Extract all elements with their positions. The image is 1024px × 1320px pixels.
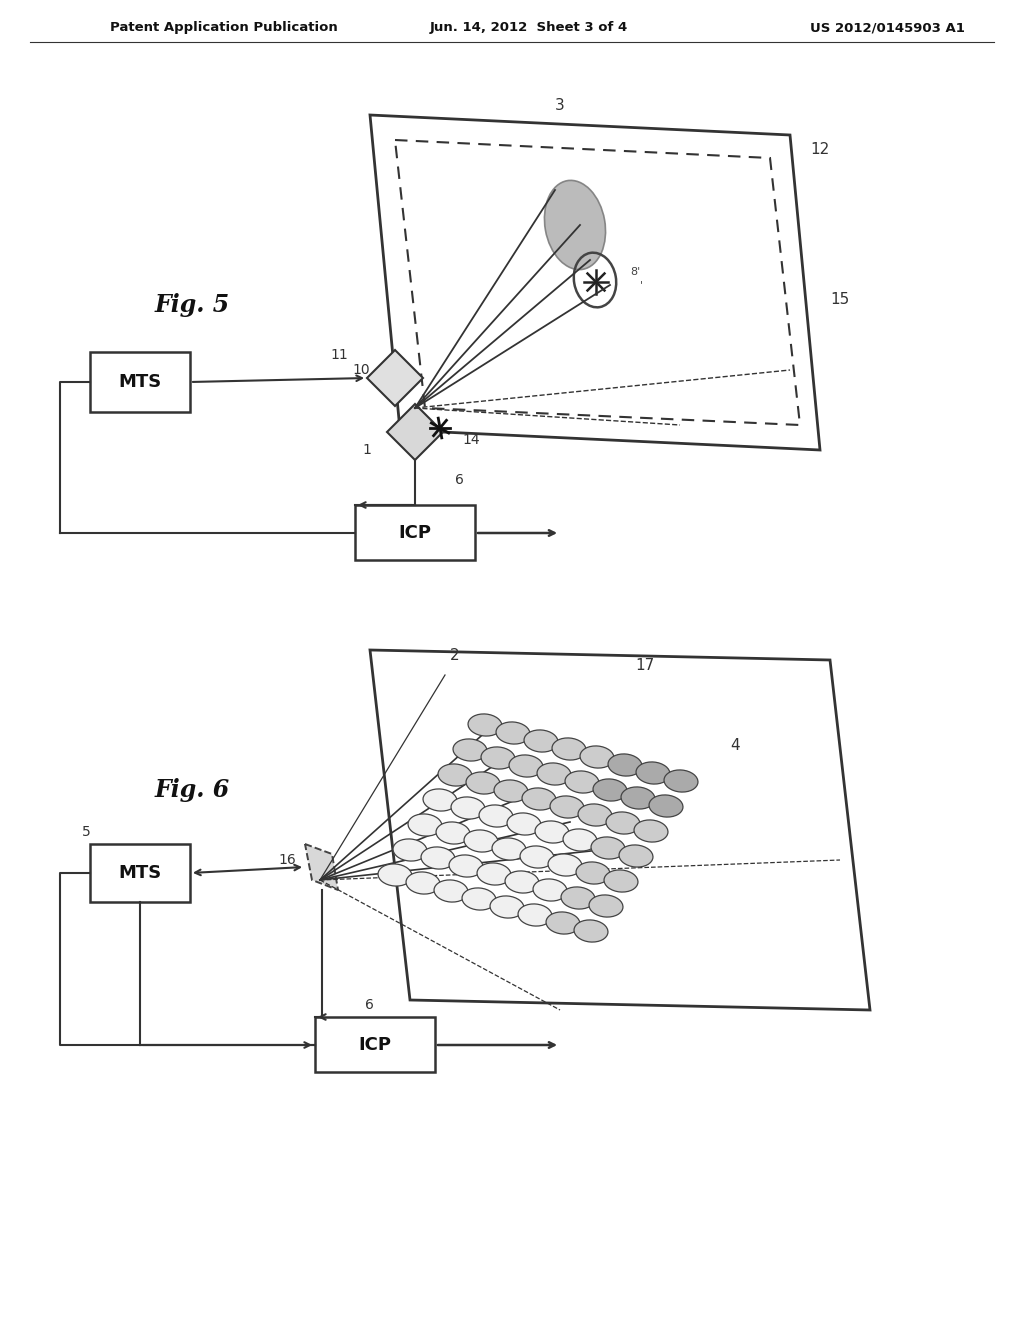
Text: ICP: ICP	[398, 524, 431, 543]
Text: 8': 8'	[630, 267, 640, 277]
Ellipse shape	[537, 763, 571, 785]
Ellipse shape	[378, 865, 412, 886]
Ellipse shape	[436, 822, 470, 843]
Ellipse shape	[505, 871, 539, 894]
Text: MTS: MTS	[119, 374, 162, 391]
Ellipse shape	[574, 920, 608, 942]
Ellipse shape	[481, 747, 515, 770]
Ellipse shape	[546, 912, 580, 935]
Text: Patent Application Publication: Patent Application Publication	[110, 21, 338, 34]
Ellipse shape	[496, 722, 530, 744]
Ellipse shape	[462, 888, 496, 909]
Ellipse shape	[577, 862, 610, 884]
Ellipse shape	[524, 730, 558, 752]
Text: ': '	[640, 280, 643, 290]
Ellipse shape	[450, 855, 483, 876]
Ellipse shape	[535, 821, 569, 843]
Ellipse shape	[620, 845, 653, 867]
Ellipse shape	[580, 746, 614, 768]
Ellipse shape	[578, 804, 612, 826]
Text: 11: 11	[330, 348, 348, 362]
Polygon shape	[305, 843, 338, 890]
Ellipse shape	[545, 181, 605, 269]
Ellipse shape	[606, 812, 640, 834]
Bar	[315, 1016, 435, 1072]
Ellipse shape	[649, 795, 683, 817]
Ellipse shape	[548, 854, 582, 876]
Text: Fig. 6: Fig. 6	[155, 777, 230, 803]
Ellipse shape	[608, 754, 642, 776]
Ellipse shape	[468, 714, 502, 737]
Ellipse shape	[534, 879, 567, 902]
Text: US 2012/0145903 A1: US 2012/0145903 A1	[810, 21, 965, 34]
Ellipse shape	[589, 895, 623, 917]
Text: Jun. 14, 2012  Sheet 3 of 4: Jun. 14, 2012 Sheet 3 of 4	[430, 21, 629, 34]
Text: MTS: MTS	[119, 865, 162, 882]
Text: Fig. 5: Fig. 5	[155, 293, 230, 317]
Ellipse shape	[621, 787, 655, 809]
Text: 2: 2	[450, 648, 460, 663]
Ellipse shape	[507, 813, 541, 836]
Ellipse shape	[561, 887, 595, 909]
Ellipse shape	[451, 797, 485, 818]
Text: 14: 14	[462, 433, 479, 447]
Text: ICP: ICP	[358, 1036, 391, 1053]
Bar	[355, 506, 475, 560]
Text: 6: 6	[455, 473, 464, 487]
Polygon shape	[367, 350, 423, 407]
Text: 6: 6	[365, 998, 374, 1012]
Text: 17: 17	[635, 657, 654, 672]
Ellipse shape	[464, 830, 498, 851]
Ellipse shape	[636, 762, 670, 784]
Ellipse shape	[393, 840, 427, 861]
Ellipse shape	[493, 838, 526, 861]
Text: 3: 3	[555, 98, 565, 112]
Ellipse shape	[591, 837, 625, 859]
Ellipse shape	[520, 846, 554, 869]
Ellipse shape	[408, 814, 442, 836]
Ellipse shape	[634, 820, 668, 842]
Text: 15: 15	[830, 293, 849, 308]
Ellipse shape	[466, 772, 500, 795]
Ellipse shape	[563, 829, 597, 851]
Ellipse shape	[490, 896, 524, 917]
Bar	[90, 843, 190, 902]
Polygon shape	[387, 404, 443, 459]
Text: 5: 5	[82, 825, 91, 840]
Ellipse shape	[664, 770, 698, 792]
Text: 4: 4	[730, 738, 739, 752]
Ellipse shape	[477, 863, 511, 884]
Ellipse shape	[604, 870, 638, 892]
Ellipse shape	[518, 904, 552, 927]
Text: 10: 10	[352, 363, 370, 378]
Ellipse shape	[434, 880, 468, 902]
Ellipse shape	[565, 771, 599, 793]
Text: 12: 12	[810, 143, 829, 157]
Ellipse shape	[552, 738, 586, 760]
Text: 1: 1	[362, 444, 371, 457]
Ellipse shape	[550, 796, 584, 818]
Ellipse shape	[423, 789, 457, 810]
Ellipse shape	[453, 739, 487, 762]
Ellipse shape	[593, 779, 627, 801]
Text: 16: 16	[278, 853, 296, 867]
Bar	[90, 352, 190, 412]
Ellipse shape	[421, 847, 455, 869]
Ellipse shape	[479, 805, 513, 828]
Ellipse shape	[494, 780, 528, 803]
Ellipse shape	[407, 873, 440, 894]
Ellipse shape	[438, 764, 472, 785]
Ellipse shape	[522, 788, 556, 810]
Ellipse shape	[509, 755, 543, 777]
